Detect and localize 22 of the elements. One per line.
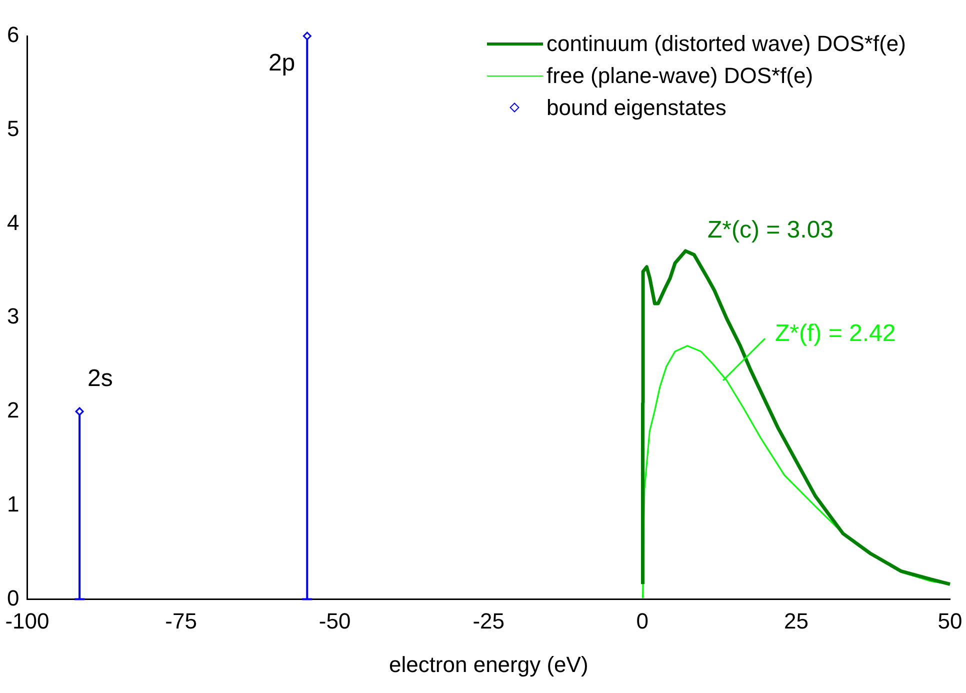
- x-axis-title: electron energy (eV): [388, 652, 588, 677]
- y-tick-label: 6: [6, 22, 20, 48]
- y-tick-label: 1: [6, 491, 20, 516]
- y-tick-label: 4: [6, 210, 20, 235]
- y-tick-label: 5: [6, 116, 20, 141]
- y-tick-label: 0: [6, 585, 20, 610]
- annotation: 2s: [88, 365, 113, 392]
- legend-label: free (plane-wave) DOS*f(e): [546, 63, 814, 89]
- x-tick-label: -75: [165, 608, 197, 634]
- y-tick-label: 3: [6, 304, 20, 329]
- x-tick-label: 25: [784, 608, 808, 634]
- annotation: Z*(f) = 2.42: [775, 320, 896, 348]
- annotation: 2p: [268, 50, 296, 77]
- legend-label: continuum (distorted wave) DOS*f(e): [546, 31, 906, 57]
- x-tick-label: -25: [472, 608, 505, 634]
- x-tick-label: -100: [5, 608, 50, 634]
- x-tick-label: -50: [318, 608, 351, 634]
- annotation: Z*(c) = 3.03: [707, 216, 834, 244]
- legend-label: bound eigenstates: [546, 95, 726, 121]
- y-tick-label: 2: [6, 398, 20, 423]
- x-tick-label: 50: [938, 608, 962, 634]
- x-tick-label: 0: [636, 608, 649, 634]
